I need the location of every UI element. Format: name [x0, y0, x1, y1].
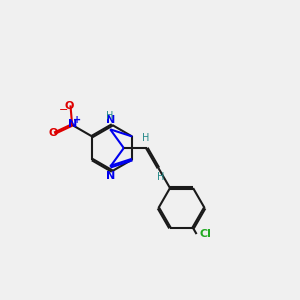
Text: N: N — [106, 171, 115, 181]
Text: H: H — [157, 172, 164, 182]
Text: +: + — [73, 115, 81, 125]
Text: O: O — [49, 128, 58, 137]
Text: Cl: Cl — [199, 229, 211, 239]
Text: H: H — [142, 133, 149, 143]
Text: N: N — [106, 115, 115, 125]
Text: O: O — [64, 101, 74, 111]
Text: −: − — [59, 104, 68, 115]
Text: N: N — [68, 119, 77, 130]
Text: H: H — [106, 112, 113, 122]
